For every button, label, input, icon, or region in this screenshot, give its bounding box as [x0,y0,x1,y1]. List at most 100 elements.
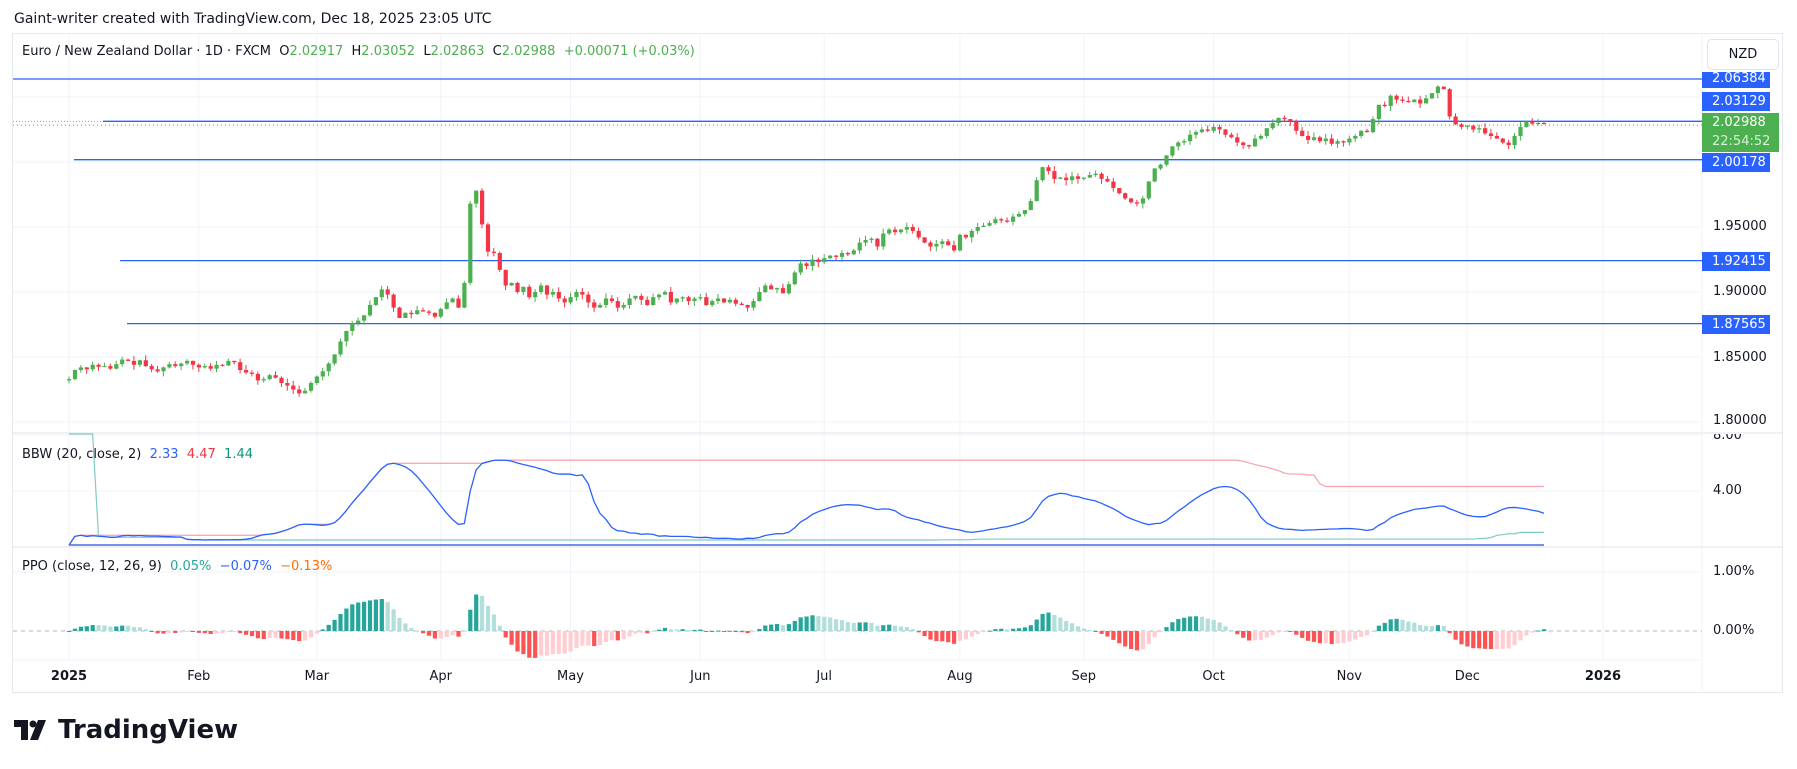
candle-up [851,250,856,255]
ppo-histogram-bar [1488,631,1494,650]
ppo-histogram-bar [1064,620,1069,631]
ppo-histogram-bar [474,594,479,631]
ppo-histogram-bar [1370,631,1376,632]
ppo-histogram-bar [521,631,526,655]
candle-up [415,310,420,315]
candle-down [721,298,727,303]
candle-up [320,371,325,377]
candle-down [999,219,1004,221]
candle-up [786,284,791,294]
ppo-histogram-bar [480,595,485,631]
ppo-histogram-bar [981,631,986,633]
ppo-histogram-bar [273,631,278,638]
ppo-histogram-bar [1335,631,1340,644]
ppo-histogram-bar [320,629,325,631]
candle-up [1028,201,1033,211]
ppo-histogram-bar [993,629,998,631]
candle-down [220,364,225,366]
currency-button[interactable]: NZD [1707,39,1779,70]
candle-up [72,370,78,380]
ppo-histogram-bar [798,617,803,631]
candle-down [1241,142,1246,146]
hline-label[interactable]: 2.06384 [1702,72,1770,88]
time-axis-label: Apr [429,669,452,684]
ppo-histogram-bar [238,631,243,634]
ppo-histogram-bar [1276,631,1281,633]
ppo-histogram-bar [1105,631,1110,637]
ppo-histogram-bar [1081,628,1086,631]
candle-up [1252,138,1258,147]
bbw-title[interactable]: BBW (20, close, 2) [22,447,142,462]
ppo-histogram-bar [928,631,933,640]
ppo-histogram-bar [397,617,402,631]
candle-down [1075,176,1081,179]
ppo-histogram-bar [1376,625,1381,631]
ppo-histogram-bar [574,631,579,648]
ppo-title[interactable]: PPO (close, 12, 26, 9) [22,559,162,574]
symbol-title[interactable]: Euro / New Zealand Dollar · 1D · FXCM [22,44,271,59]
candle-down [1229,134,1234,138]
ppo-histogram-bar [338,613,343,631]
candle-up [1146,181,1151,199]
ppo-histogram-bar [1034,619,1039,631]
candle-down [244,370,249,373]
ppo-histogram-bar [438,631,443,639]
candle-up [379,289,384,298]
ppo-histogram-bar [775,623,780,631]
ppo-histogram-bar [456,631,461,637]
ppo-histogram-bar [603,631,609,643]
candle-up [828,255,833,259]
candle-down [1406,100,1411,103]
candle-up [444,302,449,309]
candle-up [1388,95,1393,107]
candle-up [657,294,662,298]
ppo-histogram-bar [952,631,957,644]
hline-label[interactable]: 2.03129 [1702,92,1770,111]
ppo-histogram-bar [839,620,845,631]
hline-label[interactable]: 1.87565 [1702,315,1770,334]
candle-up [1347,138,1352,143]
ppo-histogram-bar [379,599,384,631]
candle-up [940,241,945,244]
ppo-histogram-bar [1193,616,1199,631]
ppo-histogram-bar [314,631,319,634]
ppo-histogram-bar [934,631,939,642]
candle-down [946,241,951,246]
ppo-histogram-bar [344,608,349,631]
ppo-histogram-bar [639,631,644,633]
ppo-histogram-bar [963,631,968,640]
candle-down [745,305,750,308]
candle-up [568,297,573,303]
ppo-histogram-bar [1459,631,1464,645]
ppo-histogram-bar [863,622,868,631]
ppo-histogram-bar [84,626,89,631]
candle-down [1300,130,1305,136]
ppo-histogram-bar [544,631,550,656]
ppo-histogram-bar [704,631,709,632]
ppo-histogram-bar [1494,631,1499,649]
candle-down [385,289,390,295]
candle-down [232,360,237,363]
ppo-histogram-bar [1117,631,1122,644]
ppo-histogram-bar [851,622,856,631]
candle-up [1199,129,1204,133]
candle-down [1488,133,1494,136]
ppo-histogram-bar [1046,612,1051,631]
ppo-histogram-bar [155,631,160,634]
hline-label[interactable]: 2.00178 [1702,153,1770,172]
candle-down [1205,129,1210,131]
tradingview-logo[interactable]: TradingView [14,715,238,745]
price-tick: 1.95000 [1713,219,1767,234]
symbol-legend: Euro / New Zealand Dollar · 1D · FXCM O2… [22,44,695,59]
ppo-histogram-bar [326,624,331,631]
candle-up [102,366,107,368]
ppo-histogram-bar [1329,631,1334,644]
hline-label[interactable]: 1.92415 [1702,252,1770,271]
candle-down [285,383,290,386]
ppo-histogram-bar [1441,625,1446,631]
ppo-histogram-bar [421,631,426,634]
bbw-lowest-contraction: 1.44 [224,447,253,462]
candle-up [904,227,909,230]
bbw-line [68,459,1545,546]
